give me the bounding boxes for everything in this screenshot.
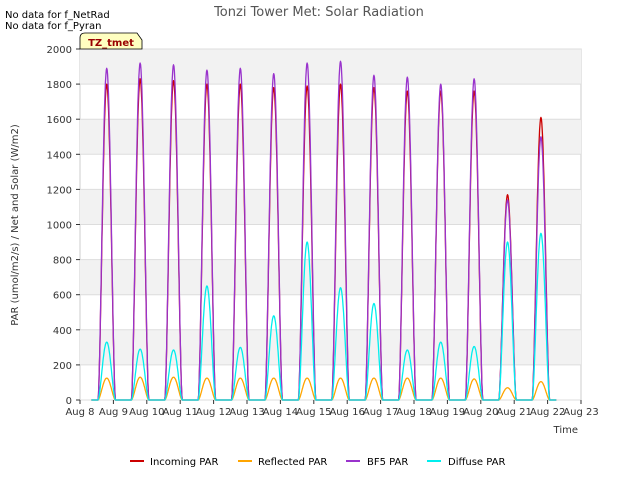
- y-axis-label: PAR (umol/m2/s) / Net and Solar (W/m2): [10, 124, 21, 326]
- y-tick-label: 600: [53, 291, 72, 302]
- x-tick-label: Aug 8: [65, 407, 94, 418]
- legend-label-bf5-par: BF5 PAR: [367, 457, 408, 468]
- y-tick-label: 2000: [47, 45, 72, 56]
- x-tick-label: Aug 16: [329, 407, 364, 418]
- x-tick-label: Aug 12: [196, 407, 231, 418]
- y-axis-ticks: 0 200 400 600 800 1000 1200 1400 1600 1800 2000: [47, 45, 80, 407]
- plot-bands: [80, 49, 581, 365]
- station-badge: TZ_tmet: [79, 32, 143, 50]
- x-axis-label: Time: [553, 425, 578, 436]
- station-badge-label: TZ_tmet: [88, 38, 134, 49]
- x-tick-label: Aug 21: [496, 407, 531, 418]
- plot-band: [80, 259, 581, 295]
- x-tick-label: Aug 19: [430, 407, 465, 418]
- y-tick-label: 0: [66, 396, 72, 407]
- legend-label-incoming-par: Incoming PAR: [150, 457, 219, 468]
- x-tick-label: Aug 22: [530, 407, 565, 418]
- y-tick-label: 1200: [47, 185, 72, 196]
- series-line-diffuse-par: [91, 232, 557, 401]
- y-tick-label: 800: [53, 256, 72, 267]
- y-tick-label: 200: [53, 361, 72, 372]
- x-tick-label: Aug 10: [129, 407, 164, 418]
- chart-title: Tonzi Tower Met: Solar Radiation: [213, 5, 424, 20]
- x-tick-label: Aug 13: [229, 407, 264, 418]
- plot-band: [80, 49, 581, 85]
- legend-label-diffuse-par: Diffuse PAR: [448, 457, 505, 468]
- x-tick-label: Aug 14: [263, 407, 298, 418]
- x-tick-label: Aug 20: [463, 407, 498, 418]
- y-tick-label: 1000: [47, 221, 72, 232]
- y-tick-label: 1800: [47, 80, 72, 91]
- plot-band: [80, 329, 581, 365]
- plot-band: [80, 189, 581, 225]
- series-lines: [91, 60, 557, 401]
- x-tick-label: Aug 11: [162, 407, 197, 418]
- x-tick-label: Aug 9: [99, 407, 128, 418]
- legend-label-reflected-par: Reflected PAR: [258, 457, 327, 468]
- legend: Incoming PAR Reflected PAR BF5 PAR Diffu…: [130, 457, 505, 468]
- x-tick-label: Aug 18: [396, 407, 431, 418]
- x-tick-label: Aug 15: [296, 407, 331, 418]
- y-tick-label: 400: [53, 326, 72, 337]
- y-tick-label: 1400: [47, 150, 72, 161]
- note-pyran: No data for f_Pyran: [5, 21, 101, 32]
- plot-band: [80, 119, 581, 155]
- x-tick-label: Aug 23: [563, 407, 598, 418]
- y-tick-label: 1600: [47, 115, 72, 126]
- x-tick-label: Aug 17: [363, 407, 398, 418]
- note-netrad: No data for f_NetRad: [5, 10, 110, 21]
